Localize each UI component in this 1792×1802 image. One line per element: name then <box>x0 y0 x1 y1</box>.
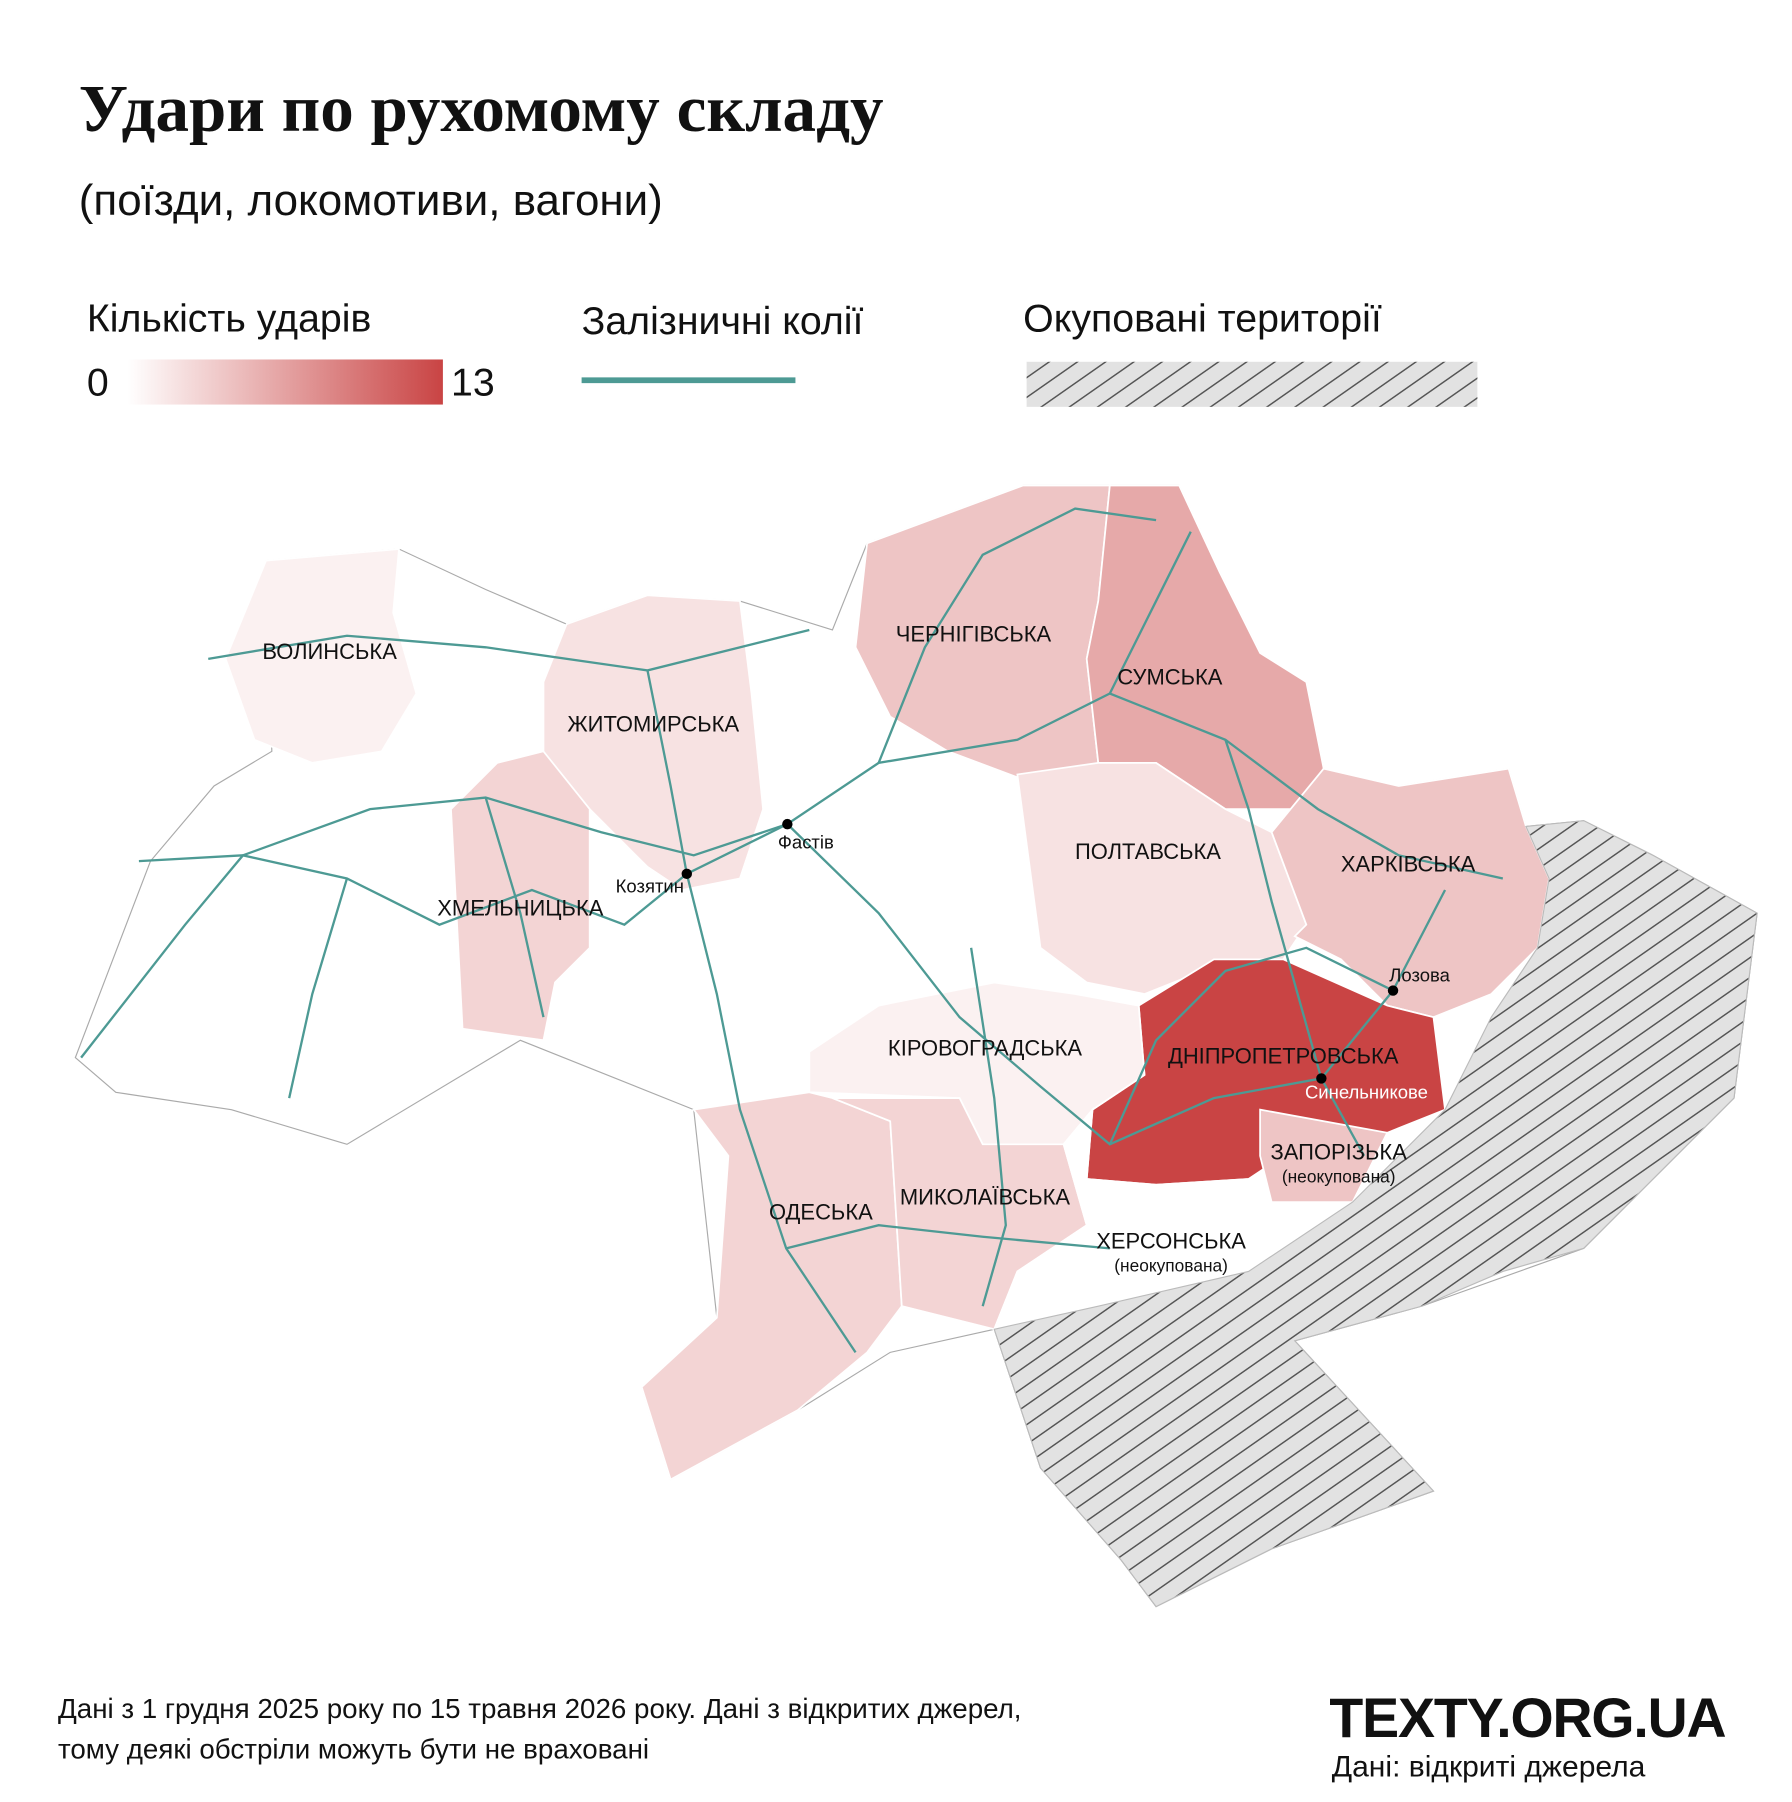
region <box>1016 762 1308 995</box>
city-dot <box>681 868 692 880</box>
region-label: МИКОЛАЇВСЬКА <box>900 1184 1071 1209</box>
region <box>992 1106 1262 1332</box>
city-dot <box>1316 1073 1327 1084</box>
region-label: ПОЛТАВСЬКА <box>1075 839 1221 864</box>
railways-label: Залізничні колії <box>582 299 864 343</box>
region-label: ХЕРСОНСЬКА <box>1096 1228 1246 1253</box>
region-note: (неокупована) <box>1114 1255 1228 1275</box>
city-label: Козятин <box>616 876 684 897</box>
region <box>1085 484 1325 810</box>
legend-min: 0 <box>87 360 109 404</box>
city-label: Синельникове <box>1305 1081 1428 1102</box>
region-label: ХМЕЛЬНИЦЬКА <box>437 895 603 920</box>
region-label: СУМСЬКА <box>1117 664 1222 689</box>
city-label: Лозова <box>1389 965 1450 986</box>
occupied-swatch <box>1026 361 1478 407</box>
occupied-area <box>993 820 1758 1608</box>
source: Дані: відкриті джерела <box>1332 1750 1646 1783</box>
city-dot <box>1387 985 1399 996</box>
region <box>1259 1108 1389 1203</box>
region-label: ЧЕРНІГІВСЬКА <box>896 622 1052 647</box>
city-label: Фастів <box>778 832 834 853</box>
regions <box>224 484 1550 1481</box>
legend-title: Кількість ударів <box>87 297 371 341</box>
region-label: ОДЕСЬКА <box>769 1199 873 1224</box>
region-note: (неокупована) <box>1282 1166 1396 1186</box>
footnote-line: тому деякі обстріли можуть бути не врахо… <box>58 1733 649 1764</box>
subtitle: (поїзди, локомотиви, вагони) <box>79 176 663 225</box>
footnote-line: Дані з 1 грудня 2025 року по 15 травня 2… <box>58 1693 1022 1724</box>
region <box>450 750 591 1042</box>
region-label: ДНІПРОПЕТРОВСЬКА <box>1168 1043 1399 1068</box>
region-label: ВОЛИНСЬКА <box>262 639 397 664</box>
region-label: ЖИТОМИРСЬКА <box>567 712 739 737</box>
title: Удари по рухомому складу <box>79 71 884 146</box>
region <box>640 1091 903 1481</box>
city-dot <box>782 818 793 830</box>
region-label: КІРОВОГРАДСЬКА <box>888 1035 1082 1060</box>
occupied-label: Окуповані території <box>1023 297 1382 341</box>
map-labels: ВОЛИНСЬКА ЖИТОМИРСЬКА ХМЕЛЬНИЦЬКА ЧЕРНІГІВС… <box>262 622 1475 1276</box>
region <box>1270 767 1550 1019</box>
legend-gradient <box>127 359 443 405</box>
region <box>542 594 764 891</box>
legend-max: 13 <box>451 360 495 404</box>
brand: TEXTY.ORG.UA <box>1329 1687 1725 1749</box>
region <box>224 548 418 764</box>
region-label: ХАРКІВСЬКА <box>1341 852 1476 877</box>
region-label: ЗАПОРІЗЬКА <box>1271 1139 1408 1164</box>
